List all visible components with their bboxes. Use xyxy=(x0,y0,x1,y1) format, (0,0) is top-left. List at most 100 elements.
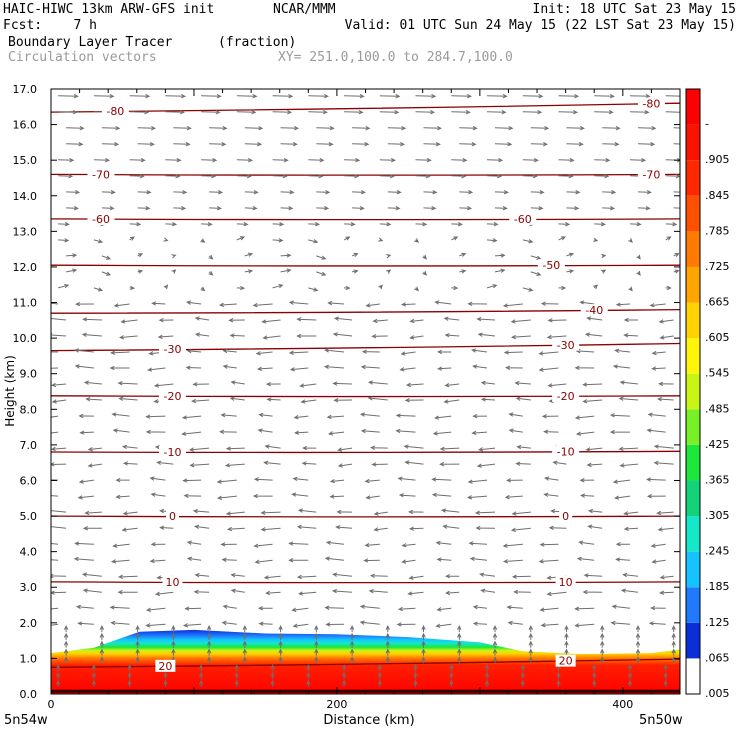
wind-vector xyxy=(272,158,289,163)
contour-label: -10 xyxy=(557,445,575,458)
wind-vector xyxy=(400,351,416,356)
wind-vector xyxy=(308,93,329,99)
wind-vector xyxy=(137,142,155,147)
wind-vector xyxy=(538,351,559,356)
wind-vector xyxy=(400,302,416,307)
wind-vector xyxy=(629,93,651,99)
colorbar-label: .065 xyxy=(705,651,730,664)
wind-vector xyxy=(623,526,639,531)
contour-label: -30 xyxy=(164,343,182,356)
wind-vector xyxy=(431,477,452,482)
wind-vector xyxy=(201,174,217,179)
wind-vector xyxy=(165,93,187,99)
wind-vector xyxy=(365,303,380,308)
wind-vector xyxy=(252,302,273,308)
wind-vector xyxy=(502,303,523,308)
wind-vector xyxy=(459,269,467,274)
wind-vector xyxy=(206,656,212,664)
wind-vector xyxy=(439,446,460,452)
colorbar-label: .365 xyxy=(705,473,730,486)
wind-vector xyxy=(343,236,351,241)
wind-vector xyxy=(671,648,676,656)
wind-vector xyxy=(145,607,166,612)
colorbar-label: .245 xyxy=(705,545,730,558)
wind-vector xyxy=(564,640,569,648)
wind-vector xyxy=(135,656,140,664)
wind-vector xyxy=(147,367,166,372)
wind-vector xyxy=(520,671,525,680)
wind-vector xyxy=(226,526,245,532)
colorbar-label: .785 xyxy=(705,224,730,237)
contour-label: -20 xyxy=(557,390,575,403)
wind-vector xyxy=(51,508,67,513)
wind-vector xyxy=(186,556,202,562)
wind-vector xyxy=(201,109,221,115)
wind-vector xyxy=(628,238,633,243)
x-tick-label: 400 xyxy=(612,698,633,711)
wind-vector xyxy=(397,606,416,612)
wind-vector xyxy=(635,640,641,648)
temperature-contour xyxy=(51,218,680,221)
wind-vector xyxy=(543,429,559,434)
wind-vector xyxy=(665,285,672,291)
wind-vector xyxy=(440,508,460,513)
wind-vector xyxy=(255,351,273,356)
wind-vector xyxy=(502,543,523,548)
wind-vector xyxy=(110,350,130,355)
contour-label: -80 xyxy=(642,98,660,111)
wind-vector xyxy=(165,158,182,163)
wind-vector xyxy=(351,252,359,258)
wind-vector xyxy=(137,206,151,211)
wind-vector xyxy=(566,142,584,147)
wind-vector xyxy=(314,624,319,633)
wind-vector xyxy=(306,679,311,687)
wind-vector xyxy=(409,318,424,324)
wind-vector xyxy=(558,236,567,241)
wind-vector xyxy=(494,268,506,273)
wind-vector xyxy=(385,648,390,656)
wind-vector xyxy=(74,364,94,369)
wind-vector xyxy=(101,206,115,211)
wind-vector xyxy=(308,174,324,179)
wind-vector xyxy=(324,348,345,353)
wind-vector xyxy=(574,623,595,628)
wind-vector xyxy=(673,269,680,274)
wind-vector xyxy=(650,543,666,548)
wind-vector xyxy=(292,623,309,628)
wind-vector xyxy=(244,125,264,131)
wind-vector xyxy=(622,572,639,578)
wind-vector xyxy=(337,447,353,452)
wind-vector xyxy=(506,605,523,610)
wind-vector xyxy=(337,463,353,468)
wind-vector xyxy=(206,640,212,648)
wind-vector xyxy=(528,648,533,656)
wind-vector xyxy=(135,632,140,640)
contour-label-bg xyxy=(552,445,580,458)
wind-vector xyxy=(266,397,281,402)
colorbar-segment xyxy=(686,266,700,303)
wind-vector xyxy=(558,174,574,179)
wind-vector xyxy=(373,511,388,516)
wind-vector xyxy=(673,253,680,258)
wind-vector xyxy=(451,109,471,115)
wind-vector xyxy=(198,671,204,680)
wind-vector xyxy=(629,109,650,115)
wind-vector xyxy=(110,559,130,564)
wind-vector xyxy=(332,332,353,337)
wind-vector xyxy=(459,125,478,131)
wind-vector xyxy=(244,269,254,274)
wind-vector xyxy=(236,93,258,99)
wind-vector xyxy=(66,268,78,273)
wind-vector xyxy=(101,255,112,260)
wind-vector xyxy=(511,511,531,516)
wind-vector xyxy=(244,142,263,147)
wind-vector xyxy=(610,620,631,626)
wind-vector xyxy=(297,508,317,513)
wind-vector xyxy=(296,333,317,339)
wind-vector xyxy=(494,253,506,258)
wind-vector xyxy=(200,238,206,243)
wind-vector xyxy=(101,271,112,276)
y-tick-label: 16.0 xyxy=(13,119,38,132)
wind-vector xyxy=(576,556,595,562)
contour-label-bg xyxy=(87,168,115,181)
